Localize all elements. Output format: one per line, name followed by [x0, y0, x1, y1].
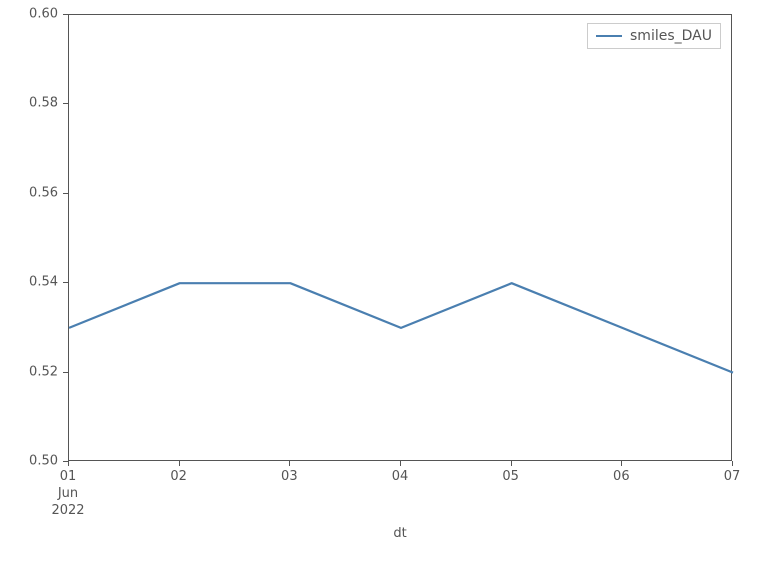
- x-tick-mark: [68, 461, 69, 466]
- legend-label: smiles_DAU: [630, 28, 712, 44]
- chart-container: smiles_DAU 0.50 0.52 0.54 0.56 0.58 0.60 01 02…: [0, 0, 760, 566]
- x-tick-label: 02: [170, 469, 187, 484]
- plot-area: smiles_DAU: [68, 14, 732, 461]
- line-chart-svg: [69, 15, 733, 462]
- y-tick-mark: [63, 14, 68, 15]
- y-tick-mark: [63, 372, 68, 373]
- x-tick-label: 01: [60, 469, 77, 484]
- x-tick-mark: [400, 461, 401, 466]
- y-tick-label: 0.52: [29, 364, 58, 379]
- x-tick-label: 06: [613, 469, 630, 484]
- legend-line-sample: [596, 35, 622, 37]
- x-tick-label: 05: [502, 469, 519, 484]
- y-tick-label: 0.54: [29, 275, 58, 290]
- x-tick-label: 03: [281, 469, 298, 484]
- y-tick-mark: [63, 193, 68, 194]
- y-tick-label: 0.56: [29, 185, 58, 200]
- y-tick-label: 0.50: [29, 454, 58, 469]
- x-tick-mark: [289, 461, 290, 466]
- x-tick-label: 07: [724, 469, 741, 484]
- y-tick-label: 0.60: [29, 7, 58, 22]
- x-tick-mark: [179, 461, 180, 466]
- y-tick-mark: [63, 103, 68, 104]
- x-axis-sub-labels: Jun 2022: [51, 486, 84, 520]
- x-axis-title: dt: [393, 526, 406, 541]
- x-tick-label: 04: [392, 469, 409, 484]
- y-tick-label: 0.58: [29, 96, 58, 111]
- x-tick-mark: [621, 461, 622, 466]
- legend: smiles_DAU: [587, 23, 721, 49]
- series-line: [69, 283, 733, 372]
- x-tick-mark: [511, 461, 512, 466]
- x-tick-mark: [732, 461, 733, 466]
- y-tick-mark: [63, 282, 68, 283]
